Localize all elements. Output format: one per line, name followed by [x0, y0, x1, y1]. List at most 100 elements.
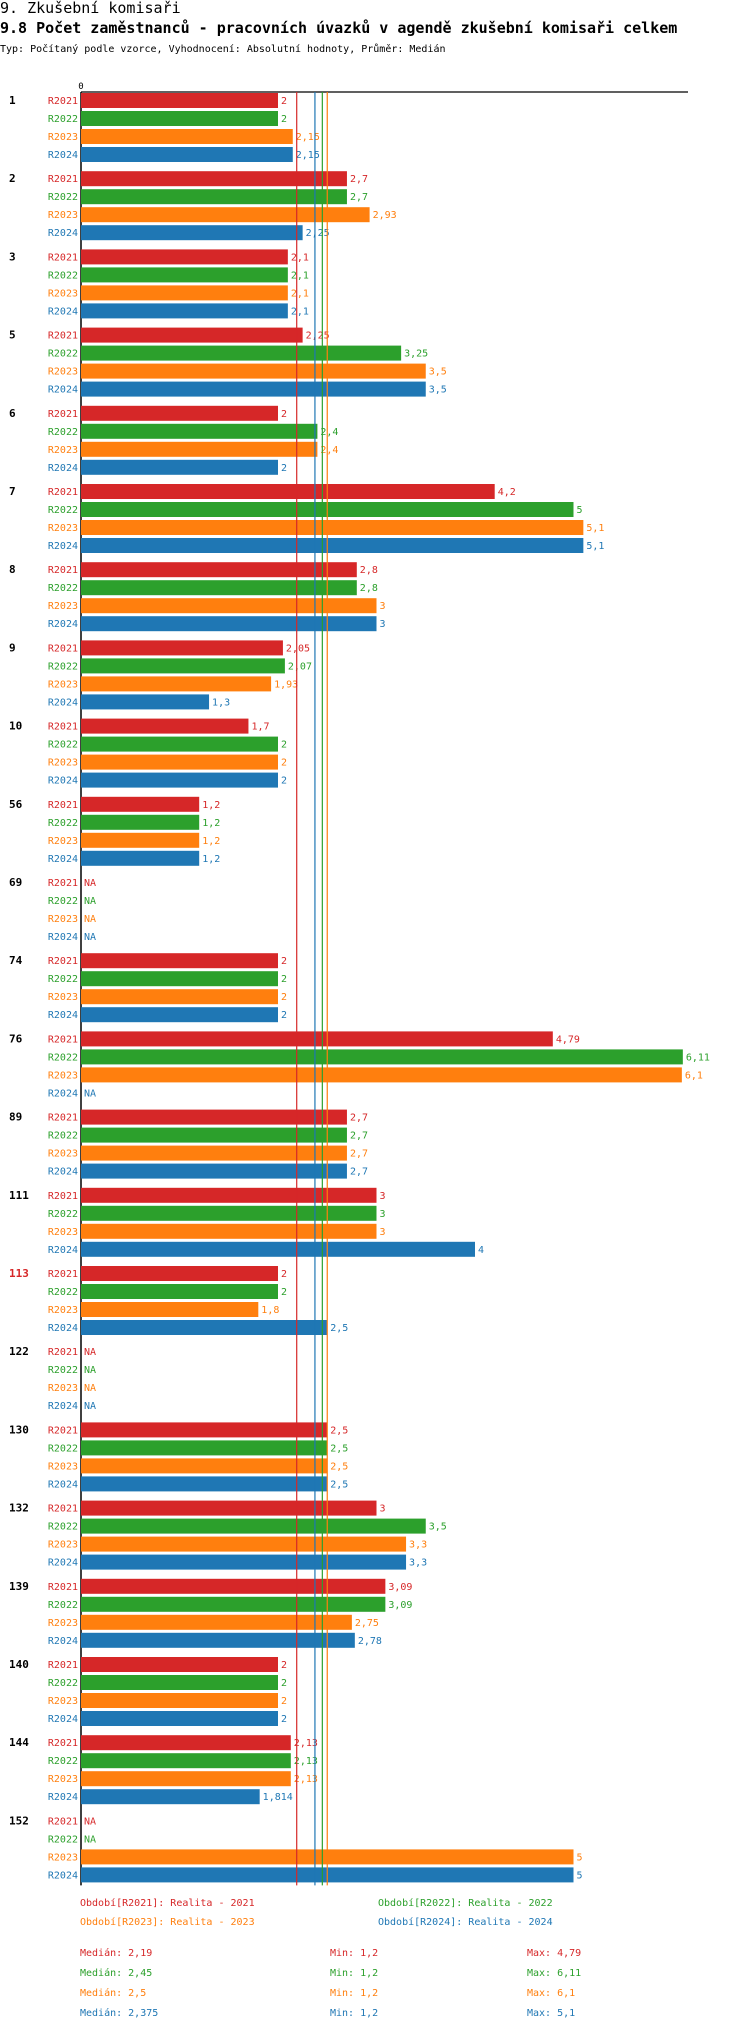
bar: [81, 303, 288, 319]
series-label: R2021: [48, 565, 78, 576]
bar: [81, 363, 426, 379]
bar: [81, 1458, 328, 1474]
chart-type-line: Typ: Počítaný podle vzorce, Vyhodnocení:…: [0, 44, 446, 55]
series-label: R2024: [48, 1479, 78, 1490]
data-label: 2,13: [294, 1774, 318, 1785]
series-label: R2023: [48, 288, 78, 299]
bar: [81, 814, 200, 830]
bar: [81, 1145, 347, 1161]
data-label: 2: [281, 463, 287, 474]
series-label: R2024: [48, 541, 78, 552]
data-label: NA: [84, 1347, 96, 1358]
bar: [81, 676, 272, 692]
bar: [81, 953, 278, 969]
bar: [81, 459, 278, 475]
data-label: 3: [380, 619, 386, 630]
data-label: 2,75: [355, 1618, 379, 1629]
bar: [81, 249, 288, 265]
series-label: R2023: [48, 210, 78, 221]
data-label: 2,5: [330, 1323, 348, 1334]
data-label: 1,2: [202, 800, 220, 811]
bar: [81, 718, 249, 734]
category-label: 144: [9, 1736, 29, 1749]
series-label: R2023: [48, 1070, 78, 1081]
series-label: R2024: [48, 306, 78, 317]
series-label: R2022: [48, 740, 78, 751]
series-label: R2022: [48, 1052, 78, 1063]
data-label: 3: [380, 1504, 386, 1515]
category-label: 89: [9, 1111, 22, 1124]
series-label: R2021: [48, 1816, 78, 1827]
bar: [81, 580, 357, 596]
bar: [81, 1302, 259, 1317]
data-label: 2: [281, 1010, 287, 1021]
series-label: R2023: [48, 1149, 78, 1160]
stat-min: Min: 1,2: [330, 1968, 378, 1979]
series-label: R2021: [48, 643, 78, 654]
stat-median: Medián: 2,5: [80, 1987, 146, 1999]
bar: [81, 694, 210, 710]
data-label: 4: [478, 1245, 484, 1256]
bar: [81, 1596, 386, 1612]
category-label: 9: [9, 641, 16, 654]
series-label: R2023: [48, 367, 78, 378]
bar: [81, 1007, 278, 1023]
series-label: R2021: [48, 409, 78, 420]
data-label: 2,7: [350, 1113, 368, 1124]
data-label: 2,5: [330, 1443, 348, 1454]
data-label: 5: [577, 1852, 583, 1863]
bar: [81, 754, 278, 770]
data-label: 5: [577, 505, 583, 516]
series-label: R2024: [48, 619, 78, 630]
bar: [81, 736, 278, 752]
series-label: R2022: [48, 1522, 78, 1533]
series-label: R2023: [48, 1461, 78, 1472]
series-label: R2021: [48, 487, 78, 498]
data-label: 1,7: [251, 722, 269, 733]
data-label: 2: [281, 974, 287, 985]
bar: [81, 772, 278, 788]
stat-max: Max: 6,11: [527, 1968, 581, 1979]
series-label: R2024: [48, 854, 78, 865]
bar: [81, 207, 370, 223]
category-label: 56: [9, 798, 23, 811]
data-label: 2: [281, 96, 287, 107]
bar: [81, 1500, 377, 1516]
series-label: R2022: [48, 1678, 78, 1689]
series-label: R2022: [48, 427, 78, 438]
series-label: R2021: [48, 252, 78, 263]
series-label: R2023: [48, 1540, 78, 1551]
bar: [81, 616, 377, 632]
series-label: R2024: [48, 1323, 78, 1334]
category-label: 8: [9, 563, 16, 576]
bar: [81, 520, 584, 535]
bar: [81, 1205, 377, 1221]
bar: [81, 1476, 328, 1492]
series-label: R2021: [48, 956, 78, 967]
series-label: R2024: [48, 1401, 78, 1412]
series-label: R2022: [48, 114, 78, 125]
data-label: 3: [380, 601, 386, 612]
series-label: R2021: [48, 1191, 78, 1202]
data-label: 2,13: [294, 1738, 318, 1749]
data-label: 6,1: [685, 1070, 703, 1081]
data-label: 2,4: [320, 427, 338, 438]
legend-item: Období[R2021]: Realita - 2021: [80, 1897, 255, 1909]
category-label: 3: [9, 250, 16, 263]
data-label: 3,5: [429, 385, 447, 396]
data-label: 2,05: [286, 643, 310, 654]
data-label: 5,1: [586, 523, 604, 534]
stat-min: Min: 1,2: [330, 1988, 378, 1999]
bar: [81, 1127, 347, 1143]
series-label: R2024: [48, 1088, 78, 1099]
series-label: R2024: [48, 1167, 78, 1178]
series-label: R2023: [48, 914, 78, 925]
series-label: R2024: [48, 385, 78, 396]
data-label: 2,1: [291, 306, 309, 317]
series-label: R2021: [48, 1347, 78, 1358]
series-label: R2021: [48, 1504, 78, 1515]
bar: [81, 1223, 377, 1239]
data-label: 1,3: [212, 697, 230, 708]
bar: [81, 1735, 291, 1751]
data-label: 1,2: [202, 854, 220, 865]
